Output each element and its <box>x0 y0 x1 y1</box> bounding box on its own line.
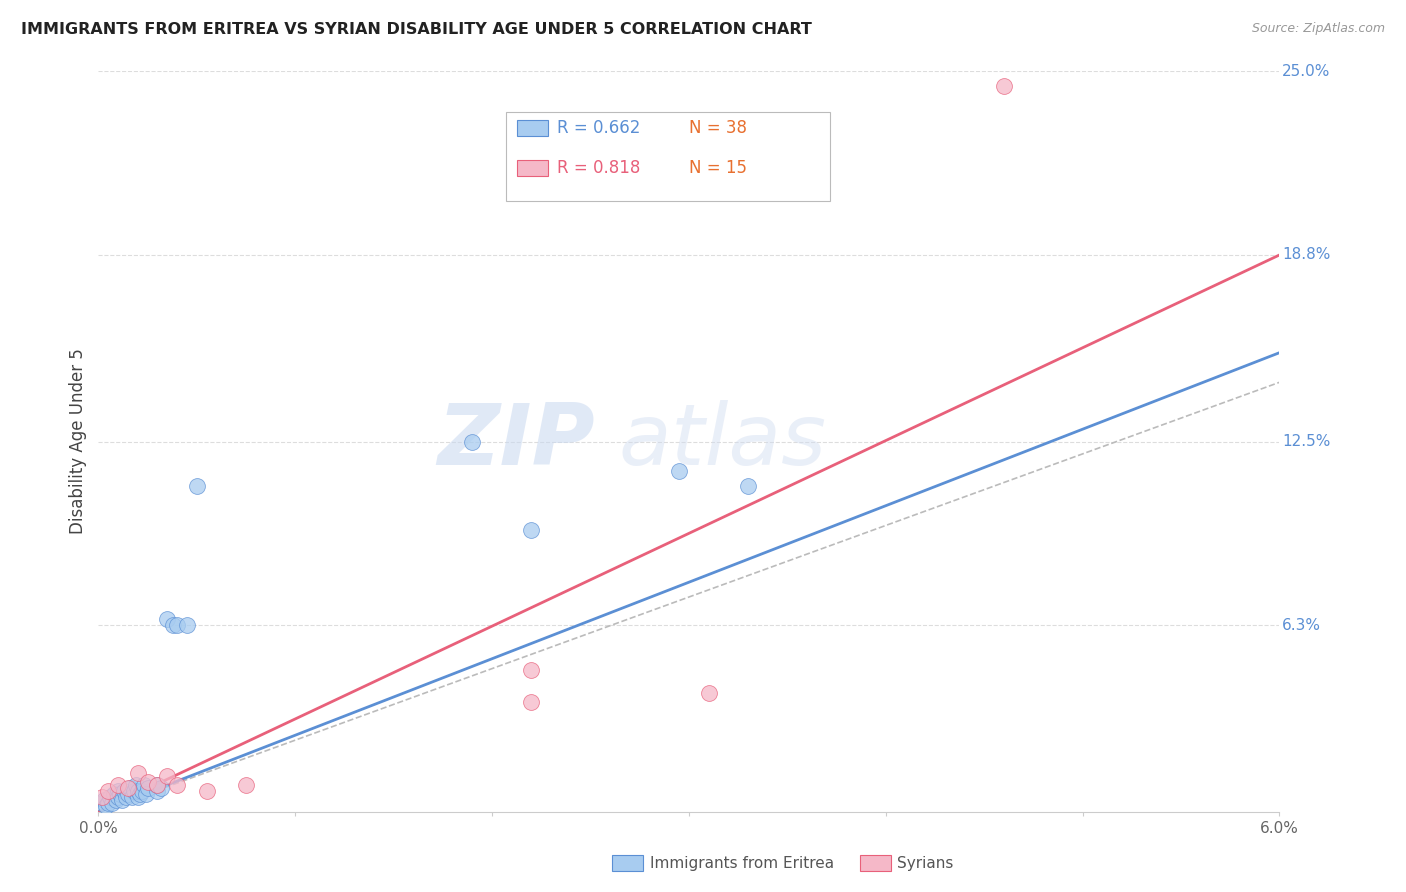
Point <box>132 778 155 792</box>
Text: 6.3%: 6.3% <box>1282 617 1320 632</box>
Point <box>146 778 169 792</box>
Point <box>186 479 208 493</box>
Point <box>101 796 124 810</box>
Text: N = 38: N = 38 <box>689 120 747 137</box>
Point <box>107 789 129 804</box>
Point <box>103 787 125 801</box>
Point <box>156 612 179 626</box>
Point <box>91 796 114 810</box>
Point <box>107 778 129 792</box>
Point <box>520 524 543 538</box>
Point <box>146 778 169 792</box>
Text: 12.5%: 12.5% <box>1282 434 1330 449</box>
Point <box>105 793 128 807</box>
Text: 25.0%: 25.0% <box>1282 64 1330 78</box>
Text: Syrians: Syrians <box>897 856 953 871</box>
Point <box>668 464 690 478</box>
Point <box>150 780 173 795</box>
Point <box>91 789 114 804</box>
Point <box>117 780 139 795</box>
Text: atlas: atlas <box>619 400 827 483</box>
Point <box>520 695 543 709</box>
Point <box>97 796 120 810</box>
Text: R = 0.662: R = 0.662 <box>557 120 640 137</box>
Point <box>136 780 159 795</box>
Point <box>118 780 141 795</box>
Point <box>146 784 169 798</box>
Point <box>166 778 188 792</box>
Point <box>697 686 720 700</box>
Point <box>737 479 759 493</box>
Point <box>176 618 198 632</box>
Point <box>121 789 143 804</box>
Point <box>156 769 179 783</box>
Point <box>125 778 148 792</box>
Point <box>111 793 134 807</box>
Point <box>162 618 184 632</box>
Text: R = 0.818: R = 0.818 <box>557 159 640 177</box>
Point <box>235 778 257 792</box>
Point <box>122 784 145 798</box>
Point <box>127 766 149 780</box>
Point <box>127 789 149 804</box>
Point <box>115 789 138 804</box>
Point <box>107 784 129 798</box>
Point <box>128 787 150 801</box>
Point <box>195 784 218 798</box>
Point <box>520 663 543 677</box>
Text: Immigrants from Eritrea: Immigrants from Eritrea <box>650 856 834 871</box>
Point <box>136 775 159 789</box>
Point <box>98 789 121 804</box>
Text: Source: ZipAtlas.com: Source: ZipAtlas.com <box>1251 22 1385 36</box>
Y-axis label: Disability Age Under 5: Disability Age Under 5 <box>69 349 87 534</box>
Point <box>93 793 115 807</box>
Text: ZIP: ZIP <box>437 400 595 483</box>
Point <box>135 787 157 801</box>
Point <box>993 79 1015 94</box>
Point <box>108 787 131 801</box>
Point <box>112 784 135 798</box>
Point <box>117 787 139 801</box>
Point <box>96 798 118 813</box>
Point <box>461 434 484 449</box>
Point <box>97 784 120 798</box>
Text: IMMIGRANTS FROM ERITREA VS SYRIAN DISABILITY AGE UNDER 5 CORRELATION CHART: IMMIGRANTS FROM ERITREA VS SYRIAN DISABI… <box>21 22 813 37</box>
Point <box>127 784 149 798</box>
Text: 18.8%: 18.8% <box>1282 247 1330 262</box>
Point <box>131 784 153 798</box>
Text: N = 15: N = 15 <box>689 159 747 177</box>
Point <box>166 618 188 632</box>
